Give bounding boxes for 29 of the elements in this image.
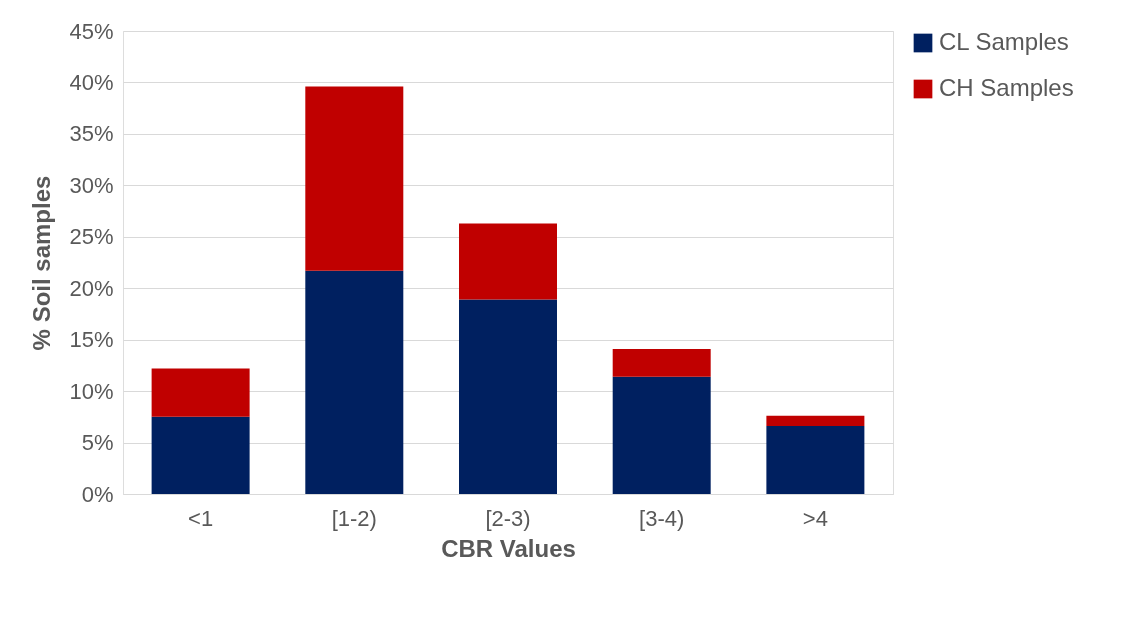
bar (612, 376, 711, 494)
x-tick-label: <1 (188, 505, 214, 531)
y-tick-label: 10% (69, 378, 114, 404)
x-tick-label: [1-2) (331, 505, 377, 531)
bar (305, 270, 404, 494)
x-tick-label: [2-3) (485, 505, 531, 531)
bar (612, 348, 711, 377)
bar (766, 415, 865, 427)
bar (459, 299, 557, 494)
y-tick-label: 15% (69, 327, 114, 353)
bar (151, 368, 250, 417)
bar (151, 416, 250, 494)
y-tick-label: 25% (69, 224, 114, 250)
y-tick-label: 0% (81, 481, 114, 507)
y-tick-label: 40% (69, 69, 114, 95)
bar (766, 426, 865, 494)
y-tick-label: 20% (69, 275, 114, 301)
bar (305, 86, 404, 271)
y-tick-label: 35% (69, 121, 114, 147)
y-tick-label: 5% (81, 430, 114, 456)
y-tick-label: 30% (69, 172, 114, 198)
x-tick-label: [3-4) (639, 505, 685, 531)
y-axis-title: % Soil samples (28, 175, 56, 351)
y-tick-label: 45% (69, 18, 114, 44)
x-axis-title: CBR Values (441, 534, 576, 562)
legend-label: CH Samples (939, 74, 1074, 101)
bar (459, 223, 557, 300)
x-tick-label: >4 (802, 505, 828, 531)
legend-label: CL Samples (939, 28, 1069, 55)
